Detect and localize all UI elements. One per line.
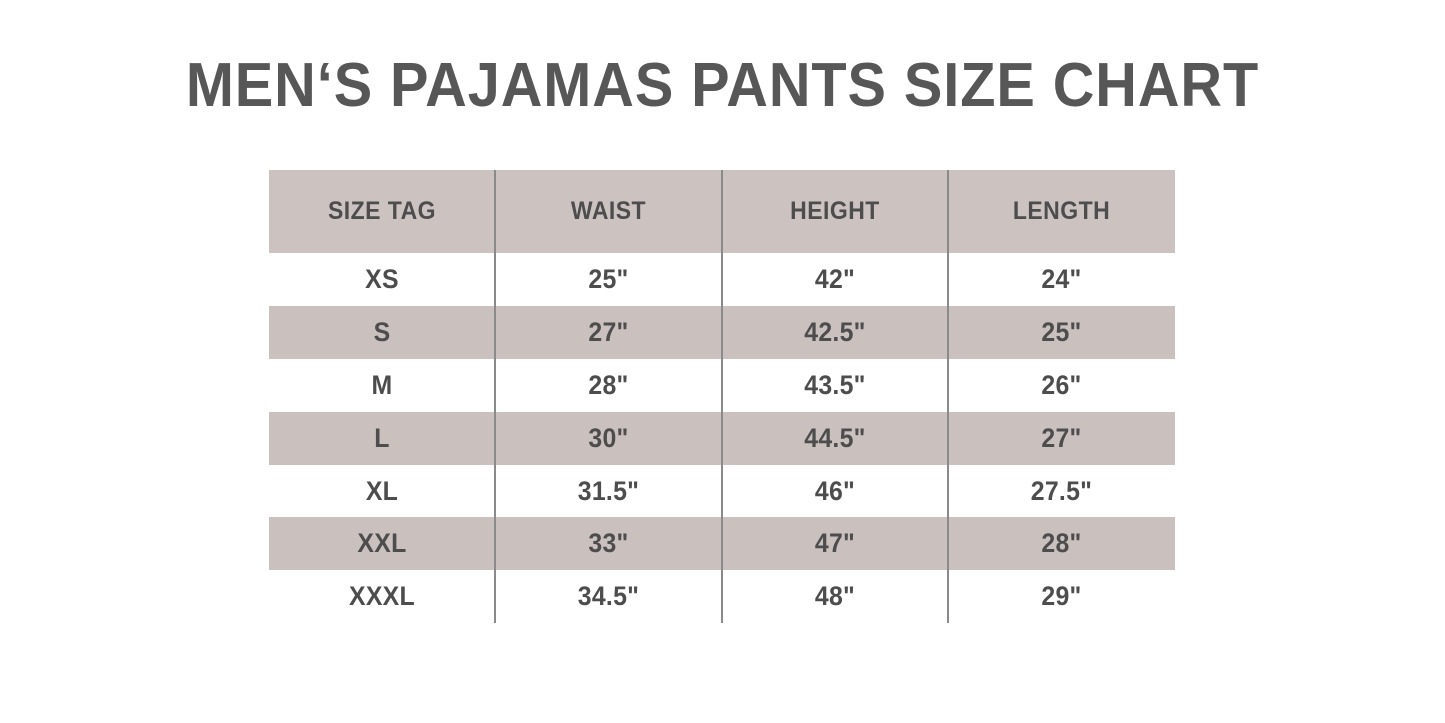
table-row: XS 25" 42" 24": [269, 253, 1175, 306]
cell-length: 24": [1041, 263, 1082, 294]
cell-height: 48": [814, 581, 856, 612]
cell-height: 42.5": [804, 316, 866, 347]
cell-length: 28": [1041, 528, 1082, 559]
table-row: M 28" 43.5" 26": [269, 358, 1175, 412]
page-title: MEN‘S PAJAMAS PANTS SIZE CHART: [185, 51, 1260, 120]
cell-size-tag: XXXL: [348, 581, 415, 612]
table-row: S 27" 42.5" 25": [269, 305, 1175, 359]
cell-size-tag: XXL: [357, 528, 407, 559]
cell-length: 26": [1041, 369, 1082, 400]
column-header-height: HEIGHT: [790, 197, 880, 225]
cell-size-tag: XS: [365, 263, 399, 294]
cell-waist: 34.5": [577, 581, 640, 612]
table-row: XXXL 34.5" 48" 29": [269, 570, 1175, 624]
cell-height: 42": [814, 263, 856, 294]
cell-size-tag: XL: [365, 475, 399, 506]
cell-waist: 28": [588, 369, 629, 400]
cell-waist: 31.5": [577, 475, 640, 506]
cell-height: 46": [814, 475, 856, 506]
cell-waist: 30": [588, 422, 629, 453]
column-header-size-tag: SIZE TAG: [327, 197, 437, 225]
cell-height: 43.5": [804, 369, 866, 400]
column-header-waist: WAIST: [570, 197, 647, 225]
cell-waist: 25": [588, 263, 629, 294]
cell-size-tag: M: [371, 369, 393, 400]
cell-length: 27": [1041, 422, 1082, 453]
table-header-row: SIZE TAG WAIST HEIGHT LENGTH: [269, 170, 1175, 253]
cell-size-tag: S: [373, 316, 391, 347]
cell-size-tag: L: [374, 422, 390, 453]
cell-waist: 27": [588, 316, 629, 347]
cell-height: 44.5": [804, 422, 866, 453]
table-row: XL 31.5" 46" 27.5": [269, 464, 1175, 518]
cell-height: 47": [814, 528, 856, 559]
cell-waist: 33": [588, 528, 629, 559]
table-row: XXL 33" 47" 28": [269, 517, 1175, 571]
table-row: L 30" 44.5" 27": [269, 411, 1175, 465]
cell-length: 25": [1041, 316, 1082, 347]
cell-length: 27.5": [1030, 475, 1093, 506]
cell-length: 29": [1041, 581, 1082, 612]
column-header-length: LENGTH: [1012, 197, 1111, 225]
size-chart-table: SIZE TAG WAIST HEIGHT LENGTH XS 25" 42" …: [269, 170, 1175, 624]
